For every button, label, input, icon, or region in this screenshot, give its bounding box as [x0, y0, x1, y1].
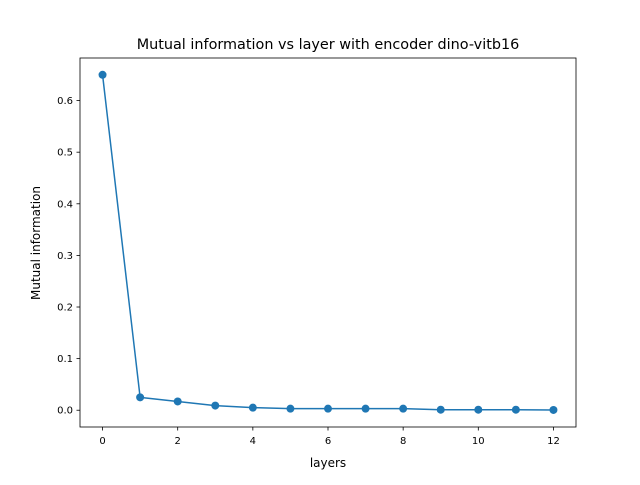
data-point	[248, 403, 257, 412]
x-tick-label: 12	[547, 436, 560, 447]
data-point	[173, 397, 182, 406]
y-tick-label: 0.0	[57, 406, 73, 417]
x-tick-label: 4	[250, 436, 256, 447]
data-point	[286, 404, 295, 413]
data-point	[436, 405, 445, 414]
x-tick-label: 10	[472, 436, 485, 447]
chart-title: Mutual information vs layer with encoder…	[137, 37, 520, 53]
x-tick-label: 0	[99, 436, 105, 447]
data-point	[549, 405, 558, 414]
y-tick-label: 0.5	[57, 148, 73, 159]
data-point	[211, 401, 220, 410]
data-point	[361, 404, 370, 413]
data-point	[511, 405, 520, 414]
x-axis-label: layers	[310, 456, 346, 470]
y-tick-label: 0.2	[57, 303, 73, 314]
y-tick-label: 0.6	[57, 96, 73, 107]
data-point	[136, 393, 145, 402]
data-point	[324, 404, 332, 413]
y-tick-label: 0.3	[57, 251, 73, 262]
plot-area: 0 2 4 6 8 10 12 0.0 0.1 0.2 0.3 0.4 0.5 0.6	[57, 57, 577, 447]
data-point	[399, 404, 408, 413]
y-tick-label: 0.1	[57, 354, 73, 365]
data-point	[98, 70, 107, 79]
x-tick-label: 2	[175, 436, 181, 447]
x-tick-label: 8	[400, 436, 406, 447]
data-point	[474, 405, 483, 414]
y-tick-label: 0.4	[57, 199, 73, 210]
x-tick-label: 6	[325, 436, 331, 447]
y-axis-label: Mutual information	[29, 186, 43, 300]
